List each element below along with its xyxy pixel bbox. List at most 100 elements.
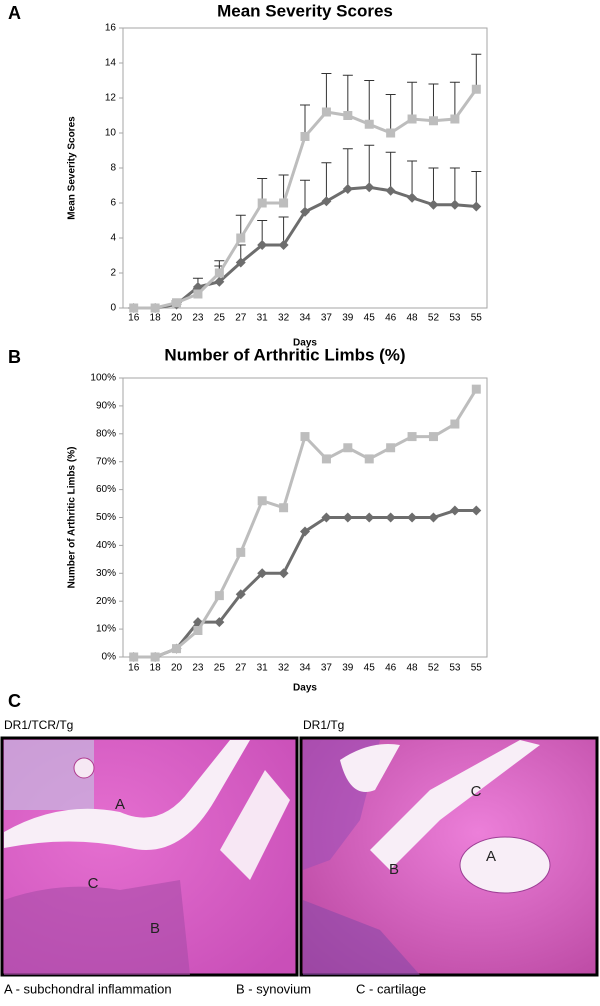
data-point — [150, 303, 160, 313]
error-bar — [321, 162, 332, 202]
x-tick-label: 55 — [471, 663, 483, 674]
x-tick-label: 48 — [406, 313, 418, 324]
x-tick-label: 46 — [385, 313, 397, 324]
error-bar — [407, 160, 418, 198]
y-tick-label: 0% — [102, 652, 117, 663]
x-tick-label: 55 — [471, 313, 483, 324]
data-point — [321, 454, 331, 464]
x-tick-label: 45 — [364, 313, 376, 324]
x-axis-label: Days — [293, 683, 317, 694]
data-point — [236, 233, 246, 243]
error-bar — [449, 81, 460, 119]
y-axis-label: Mean Severity Scores — [67, 116, 78, 220]
data-point — [428, 432, 438, 442]
x-tick-label: 32 — [278, 663, 290, 674]
y-tick-label: 8 — [110, 163, 116, 174]
caption: C - cartilage — [356, 981, 426, 996]
data-point — [300, 526, 310, 537]
data-point — [150, 652, 160, 662]
data-point — [386, 128, 396, 138]
data-point — [385, 512, 396, 523]
data-point — [471, 384, 481, 394]
image-title: DR1/Tg — [303, 718, 344, 732]
x-tick-label: 20 — [171, 313, 183, 324]
data-point — [428, 116, 438, 126]
x-tick-label: 39 — [342, 663, 354, 674]
data-point — [428, 199, 439, 210]
panel-label: A — [8, 3, 21, 23]
error-bar — [449, 167, 460, 205]
data-point — [364, 119, 374, 129]
data-point — [407, 432, 417, 442]
data-point — [343, 443, 353, 453]
panel-label: C — [8, 691, 21, 711]
x-tick-label: 16 — [128, 313, 140, 324]
data-point — [364, 182, 375, 193]
data-point — [214, 268, 224, 278]
data-point — [407, 114, 417, 124]
y-tick-label: 70% — [96, 456, 116, 467]
data-point — [257, 496, 267, 506]
data-point — [300, 206, 310, 217]
x-tick-label: 52 — [428, 313, 440, 324]
image-label: C — [471, 783, 482, 800]
data-point — [257, 198, 267, 208]
chart-title: Mean Severity Scores — [217, 1, 393, 20]
x-tick-label: 45 — [364, 663, 376, 674]
data-point — [471, 84, 481, 94]
x-tick-label: 37 — [321, 313, 333, 324]
error-bar — [342, 148, 353, 189]
data-point — [214, 591, 224, 601]
x-tick-label: 31 — [257, 313, 269, 324]
data-point — [279, 503, 289, 513]
x-tick-label: 53 — [449, 313, 461, 324]
chart-title: Number of Arthritic Limbs (%) — [164, 345, 405, 364]
y-tick-label: 4 — [110, 233, 116, 244]
x-tick-label: 20 — [171, 663, 183, 674]
data-point — [407, 512, 418, 523]
x-tick-label: 18 — [150, 663, 162, 674]
y-tick-label: 40% — [96, 540, 116, 551]
x-tick-label: 25 — [214, 313, 226, 324]
data-point — [385, 185, 396, 196]
data-point — [449, 199, 460, 210]
y-axis-label: Number of Arthritic Limbs (%) — [67, 447, 78, 589]
y-tick-label: 10% — [96, 624, 116, 635]
y-tick-label: 50% — [96, 512, 116, 523]
data-point — [450, 114, 460, 124]
y-tick-label: 16 — [105, 23, 117, 34]
data-point — [214, 617, 225, 628]
x-tick-label: 48 — [406, 663, 418, 674]
data-point — [257, 240, 268, 250]
caption: A - subchondral inflammation — [4, 981, 172, 996]
y-tick-label: 100% — [90, 373, 116, 384]
y-tick-label: 90% — [96, 401, 116, 412]
series-line — [133, 388, 478, 659]
x-tick-label: 53 — [449, 663, 461, 674]
histology-left — [0, 736, 299, 977]
x-tick-label: 23 — [192, 313, 204, 324]
caption: B - synovium — [236, 981, 311, 996]
data-point — [279, 198, 289, 208]
x-tick-label: 34 — [299, 313, 311, 324]
y-tick-label: 14 — [105, 58, 117, 69]
x-tick-label: 27 — [235, 313, 247, 324]
error-bar — [471, 53, 482, 90]
data-point — [235, 589, 246, 600]
data-point — [321, 196, 332, 207]
x-tick-label: 31 — [257, 663, 269, 674]
error-bar — [300, 104, 310, 137]
image-label: C — [88, 875, 99, 892]
data-point — [214, 276, 225, 287]
y-tick-label: 80% — [96, 428, 116, 439]
x-tick-label: 16 — [128, 663, 140, 674]
x-tick-label: 32 — [278, 313, 290, 324]
error-bar — [300, 179, 310, 212]
error-bar — [407, 81, 418, 119]
data-point — [428, 512, 439, 523]
y-tick-label: 12 — [105, 93, 117, 104]
error-bar — [364, 144, 375, 188]
data-point — [300, 432, 310, 442]
data-point — [407, 192, 418, 203]
